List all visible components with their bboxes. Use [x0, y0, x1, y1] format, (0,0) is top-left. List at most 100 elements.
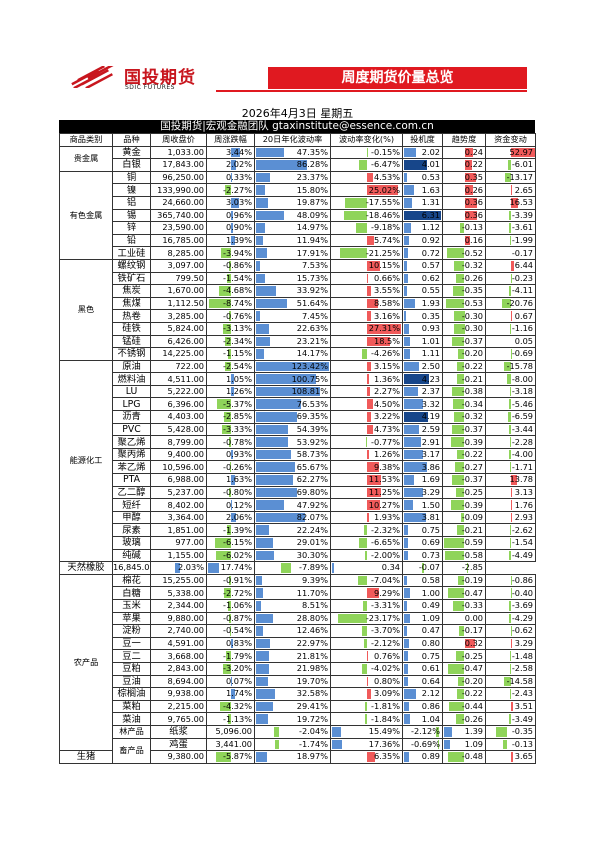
- table-row: 豆二 3,668.00 -1.79% 21.81% 0.76% 0.75 -0.25 -1.4…: [60, 649, 536, 663]
- fund-bar: [511, 185, 513, 195]
- spec-cell: 0.69: [402, 536, 443, 550]
- vol-bar: [256, 349, 265, 359]
- chg-bar: [217, 399, 231, 410]
- trend-value: -0.39: [461, 436, 483, 447]
- commodity-name: 黄金: [112, 145, 151, 160]
- fund-bar: [509, 449, 511, 460]
- trend-cell: -0.22: [442, 687, 486, 701]
- volchg-cell: 2.27%: [330, 384, 403, 399]
- chg-bar: [231, 689, 236, 699]
- close-price: 3,668.00: [150, 649, 207, 663]
- volchg-bar: [362, 600, 367, 611]
- vol-value: 28.80%: [296, 612, 328, 623]
- trend-cell: 0.00: [442, 611, 486, 626]
- vol-bar: [256, 512, 305, 523]
- vol-cell: 30.30%: [254, 548, 331, 563]
- fund-cell: -0.23: [485, 271, 536, 286]
- table-row: PTA 6,988.00 1.63% 62.27% 11.53% 1.69 -0.37 13.…: [60, 473, 536, 487]
- vol-cell: 58.73%: [254, 447, 331, 462]
- spec-bar: [404, 399, 424, 410]
- spec-value: 4.01: [421, 159, 440, 170]
- commodity-name: 鸡蛋: [150, 737, 207, 752]
- vol-cell: 15.73%: [254, 271, 331, 286]
- chg-bar: [231, 386, 235, 397]
- volchg-value: 9.29%: [373, 587, 400, 598]
- fund-cell: 3.29: [485, 636, 536, 651]
- spec-bar: [404, 197, 412, 208]
- fund-cell: -13.17: [485, 170, 536, 185]
- vol-value: 69.80%: [296, 486, 328, 497]
- fund-value: 16.53: [509, 197, 533, 208]
- trend-value: -0.13: [511, 738, 533, 749]
- trend-cell: -0.59: [442, 536, 486, 550]
- close-price: 9,380.00: [150, 750, 207, 764]
- volchg-value: -4.26%: [371, 348, 400, 359]
- close-price: 4,591.00: [150, 636, 207, 651]
- chg-value: -0.80%: [223, 486, 252, 497]
- spec-cell: 1.63: [402, 183, 443, 197]
- spec-bar: [404, 235, 410, 246]
- volchg-bar: [436, 726, 439, 737]
- trend-cell: -0.21: [442, 372, 486, 386]
- volchg-value: -2.00%: [371, 549, 400, 560]
- chg-cell: 2.03%: [150, 561, 207, 575]
- spec-value: 6.31: [421, 209, 440, 220]
- vol-bar: [256, 437, 288, 447]
- commodity-name: 天然橡胶: [59, 561, 113, 575]
- vol-cell: 18.97%: [254, 750, 331, 764]
- spec-value: 0.75: [421, 650, 440, 661]
- trend-bar: [464, 172, 477, 183]
- trend-value: -0.25: [461, 486, 483, 497]
- spec-cell: 0.93: [402, 321, 443, 336]
- spec-value: 0.80: [421, 638, 440, 649]
- table-row: 尿素 1,851.00 -1.39% 22.24% -2.32% 0.75 -0.21 -2.…: [60, 523, 536, 537]
- chg-cell: -2.04%: [254, 724, 331, 739]
- trend-cell: -0.22: [442, 447, 486, 462]
- banner-underline: [216, 90, 527, 92]
- close-price: 5,222.00: [150, 384, 207, 399]
- commodity-name: 乙二醇: [112, 485, 151, 500]
- trend-value: -0.48: [461, 751, 483, 762]
- spec-value: 0.73: [421, 549, 440, 560]
- volchg-value: -2.12%: [411, 726, 440, 737]
- trend-value: 0.26: [464, 184, 483, 195]
- volchg-cell: 3.09%: [330, 687, 403, 701]
- fund-cell: -14.58: [485, 674, 536, 689]
- chg-bar: [273, 726, 279, 737]
- commodity-name: 锡: [112, 208, 151, 223]
- spec-bar: [404, 260, 408, 271]
- chg-value: 0.96%: [225, 209, 252, 220]
- spec-value: 2.12: [421, 688, 440, 699]
- vol-bar: [256, 386, 321, 397]
- spec-value: 3.86: [421, 461, 440, 472]
- fund-value: -1.71: [511, 461, 533, 472]
- trend-value: -0.47: [461, 663, 483, 674]
- volchg-value: 10.15%: [368, 260, 400, 271]
- fund-cell: -1.48: [485, 649, 536, 663]
- commodity-name: 淀粉: [112, 624, 151, 638]
- spec-value: 0.49: [421, 600, 440, 611]
- chg-bar: [228, 487, 231, 498]
- fund-value: -2.58: [511, 663, 533, 674]
- trend-value: -0.38: [461, 386, 483, 397]
- vol-cell: 62.27%: [254, 473, 331, 487]
- fund-bar: [507, 374, 511, 384]
- table-row: 沥青 4,403.00 -2.85% 69.35% 3.22% 4.19 -0.32 -6.5…: [60, 410, 536, 424]
- chg-cell: -2.27%: [206, 183, 255, 197]
- vol-cell: 17.36%: [330, 737, 403, 752]
- trend-value: -0.37: [461, 474, 483, 485]
- commodity-name: 硅铁: [112, 321, 151, 336]
- volchg-value: 8.58%: [373, 298, 400, 309]
- spec-cell: 3.81: [402, 510, 443, 525]
- volchg-value: -6.47%: [371, 159, 400, 170]
- volchg-value: 1.26%: [373, 449, 400, 460]
- fund-cell: -2.43: [485, 687, 536, 701]
- trend-bar: [453, 260, 465, 271]
- fund-bar: [511, 752, 513, 762]
- fund-cell: -0.69: [485, 347, 536, 361]
- trend-value: 0.22: [464, 159, 483, 170]
- vol-cell: 69.80%: [254, 485, 331, 500]
- fund-value: -4.11: [511, 285, 533, 296]
- trend-bar: [464, 147, 473, 158]
- chg-cell: -0.54%: [206, 624, 255, 638]
